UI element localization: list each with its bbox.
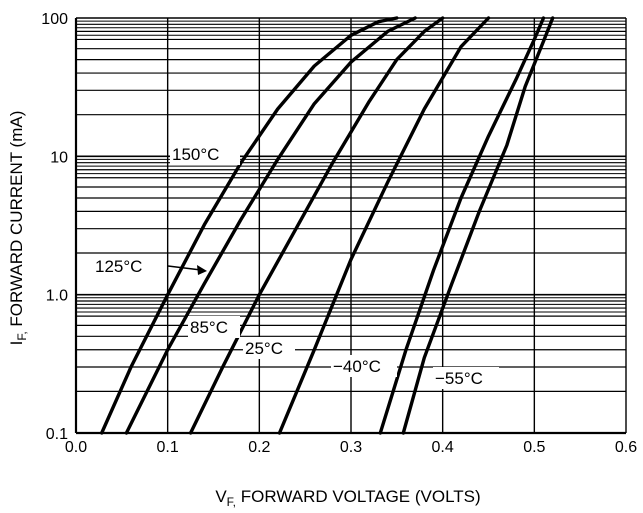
curves <box>100 16 555 435</box>
curve-label-background <box>170 143 240 165</box>
arrow-line <box>167 265 202 271</box>
x-tick-label: 0.2 <box>248 439 270 456</box>
x-tick-label: 0.0 <box>65 439 87 456</box>
curve-label-2: 125°C <box>95 257 142 276</box>
y-tick-label: 1.0 <box>46 288 68 305</box>
series-line-4 <box>277 16 491 435</box>
series-line-1 <box>100 16 399 435</box>
curve-label-5: −40°C <box>333 357 381 376</box>
x-axis-title: VF, FORWARD VOLTAGE (VOLTS) <box>215 487 480 508</box>
curve-label-3: 85°C <box>190 318 228 337</box>
arrow-head-icon <box>197 265 207 275</box>
y-axis-title: IF, FORWARD CURRENT (mA) <box>7 111 29 346</box>
x-axis-title-main: V <box>215 487 227 506</box>
curve-label-6: −55°C <box>435 369 483 388</box>
x-tick-label: 0.4 <box>432 439 454 456</box>
y-axis-title-sub: F, <box>15 331 29 340</box>
x-axis-title-rest: FORWARD VOLTAGE (VOLTS) <box>236 487 481 506</box>
series-line-3 <box>188 16 445 435</box>
series-line-6 <box>401 16 555 435</box>
x-tick-label: 0.6 <box>615 439 637 456</box>
y-axis-title-rest: FORWARD CURRENT (mA) <box>7 111 26 332</box>
curve-label-background <box>93 255 163 277</box>
x-axis-title-sub: F, <box>227 495 236 508</box>
curve-label-background <box>243 337 295 359</box>
x-tick-label: 0.1 <box>157 439 179 456</box>
curve-label-background <box>188 316 240 338</box>
x-tick-label: 0.5 <box>523 439 545 456</box>
y-axis-title-main: I <box>7 341 26 346</box>
curve-label-4: 25°C <box>245 339 283 358</box>
x-tick-label: 0.3 <box>340 439 362 456</box>
y-tick-label: 100 <box>41 11 68 28</box>
y-tick-label: 0.1 <box>46 426 68 443</box>
series-line-5 <box>378 16 546 435</box>
series-line-2 <box>124 16 417 435</box>
curve-label-background <box>433 367 499 389</box>
curve-label-1: 150°C <box>172 145 219 164</box>
y-tick-label: 10 <box>50 149 68 166</box>
curve-label-background <box>331 355 397 377</box>
curve-labels: 150°C 125°C 85°C 25°C −40°C −55°C <box>93 143 499 389</box>
